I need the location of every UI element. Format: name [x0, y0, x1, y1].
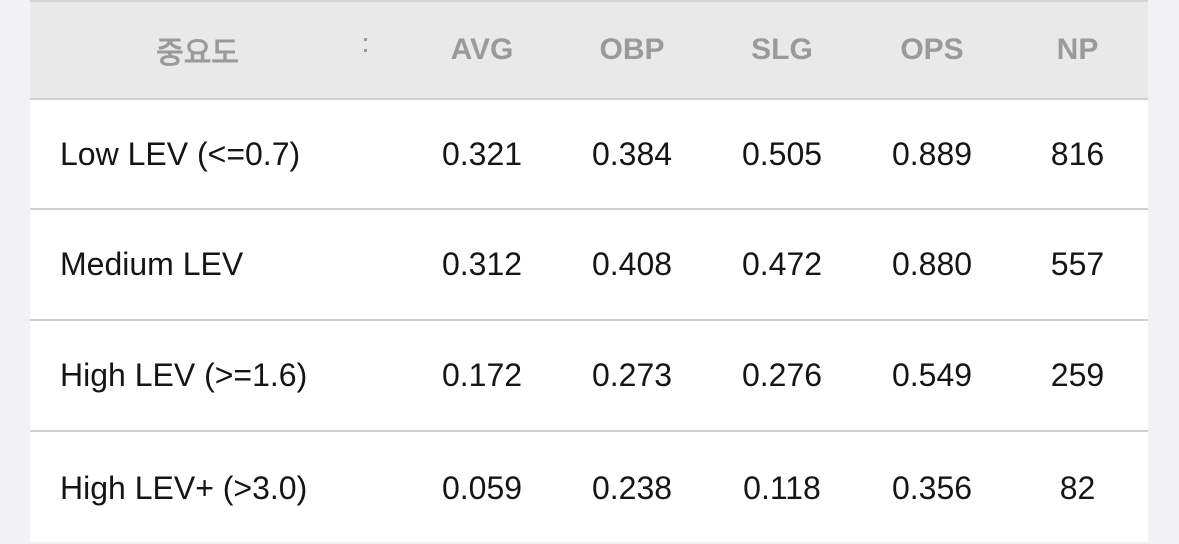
- column-header: 중요도: [156, 37, 239, 70]
- table-cell: 0.238: [591, 469, 673, 506]
- table-row: Low LEV (<=0.7) 0.321 0.384 0.505 0.889 816: [30, 100, 1148, 210]
- table-cell: 816: [1050, 135, 1105, 172]
- table-cell: 0.889: [891, 135, 973, 172]
- column-header: OBP: [599, 33, 665, 66]
- table-cell: 557: [1050, 246, 1105, 282]
- table-row: High LEV (>=1.6) 0.172 0.273 0.276 0.549 259: [30, 321, 1148, 432]
- table-cell: 0.276: [741, 357, 823, 393]
- table-cell: 0.880: [891, 246, 973, 282]
- table-cell: 0.118: [743, 469, 821, 506]
- table-cell: 259: [1050, 357, 1105, 393]
- row-label: Low LEV (<=0.7): [60, 135, 301, 172]
- table-cell: 0.321: [441, 135, 523, 172]
- column-header: NP: [1056, 33, 1099, 66]
- table-cell: 0.505: [741, 135, 823, 172]
- table-cell: 0.356: [891, 469, 973, 506]
- row-label: High LEV+ (>3.0): [60, 469, 308, 506]
- table-cell: 0.408: [591, 246, 673, 282]
- stats-table: 중요도 AVG OBP SLG OPS NP Low LEV (<=0.7) 0.321 0.…: [30, 0, 1148, 542]
- table-row: High LEV+ (>3.0) 0.059 0.238 0.118 0.356 82: [30, 432, 1148, 544]
- header-row: 중요도 AVG OBP SLG OPS NP: [30, 2, 1148, 100]
- table-cell: 0.059: [441, 469, 523, 506]
- sort-handle[interactable]: [364, 38, 368, 56]
- table-cell: 0.312: [441, 246, 523, 282]
- table-cell: 0.472: [741, 246, 823, 282]
- column-header: SLG: [751, 33, 813, 66]
- column-header: AVG: [450, 33, 514, 66]
- table-cell: 82: [1059, 469, 1096, 506]
- table-cell: 0.384: [591, 135, 673, 172]
- table-cell: 0.549: [891, 357, 973, 393]
- table-cell: 0.273: [591, 357, 673, 393]
- row-label: Medium LEV: [60, 246, 244, 282]
- column-header: OPS: [900, 33, 964, 66]
- table-row: Medium LEV 0.312 0.408 0.472 0.880 557: [30, 210, 1148, 321]
- row-label: High LEV (>=1.6): [60, 357, 308, 393]
- table-cell: 0.172: [441, 357, 523, 393]
